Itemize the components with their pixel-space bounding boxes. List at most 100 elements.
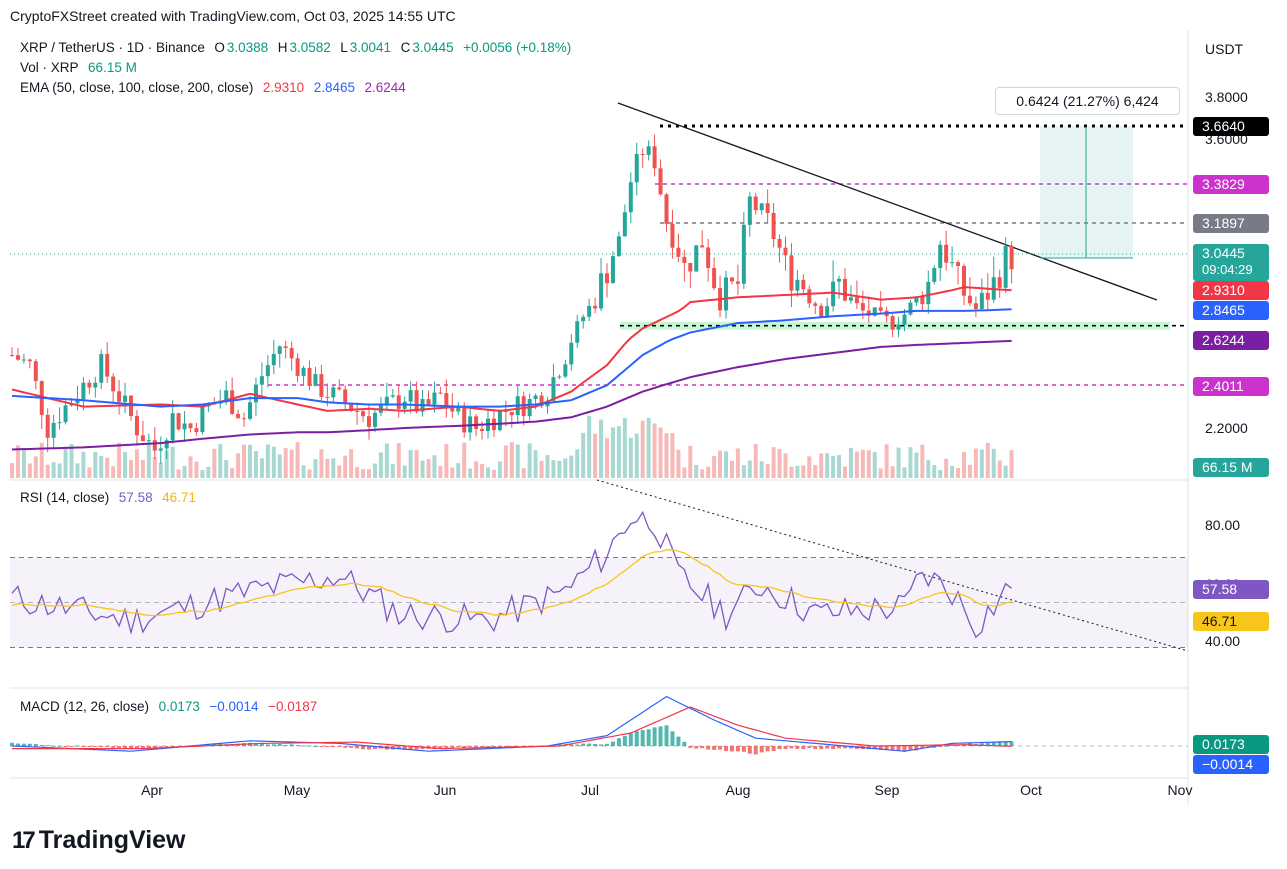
candle-body xyxy=(271,353,276,366)
volume-bar xyxy=(277,454,282,478)
volume-bar xyxy=(807,456,812,478)
macd-hist-bar xyxy=(979,743,984,746)
candle-body xyxy=(497,410,502,431)
rsi-label[interactable]: RSI (14, close) xyxy=(20,490,110,505)
ema-line xyxy=(11,339,1012,451)
volume-bar xyxy=(206,466,211,478)
candle-body xyxy=(164,440,169,449)
macd-hist-bar xyxy=(664,725,669,746)
volume-label[interactable]: Vol · XRP xyxy=(20,60,79,75)
candle-body xyxy=(1003,245,1008,288)
volume-bar xyxy=(551,460,556,478)
low-value: 3.0041 xyxy=(349,40,392,55)
candle-body xyxy=(676,247,681,257)
volume-bar xyxy=(176,469,181,478)
volume-bar xyxy=(575,449,580,478)
volume-bar xyxy=(926,460,931,478)
volume-bar xyxy=(450,467,455,478)
volume-bar xyxy=(331,458,336,478)
tradingview-mark-icon: 17 xyxy=(12,826,36,854)
candle-body xyxy=(777,238,782,248)
rsi-tag: 57.58 xyxy=(1193,580,1269,599)
tradingview-logo[interactable]: 17 TradingView xyxy=(12,826,186,855)
ema-label[interactable]: EMA (50, close, 100, close, 200, close) xyxy=(20,80,254,95)
macd-hist-bar xyxy=(361,746,366,750)
candle-body xyxy=(75,399,80,404)
volume-bar xyxy=(93,451,98,478)
volume-bar xyxy=(509,442,514,478)
candle-body xyxy=(795,279,800,291)
volume-bar xyxy=(414,450,419,478)
volume-bar xyxy=(51,462,56,478)
close-label: C xyxy=(400,40,411,55)
volume-bar xyxy=(1003,465,1008,478)
volume-bar xyxy=(188,456,193,478)
volume-bar xyxy=(634,433,639,478)
volume-bar xyxy=(920,444,925,478)
volume-bar xyxy=(640,420,645,478)
volume-bar xyxy=(349,449,354,478)
macd-hist-bar xyxy=(486,746,490,748)
symbol-name[interactable]: XRP / TetherUS · 1D · Binance xyxy=(20,40,205,55)
macd-hist-bar xyxy=(253,743,258,746)
macd-hist-bar xyxy=(944,745,949,747)
candle-body xyxy=(134,415,139,436)
month-label: Apr xyxy=(141,782,163,798)
candle-body xyxy=(480,428,485,432)
macd-hist-bar xyxy=(158,746,163,747)
macd-hist-bar xyxy=(569,744,574,746)
volume-bar xyxy=(307,469,312,478)
volume-bar xyxy=(390,464,395,478)
macd-hist-bar xyxy=(694,746,699,749)
candle-body xyxy=(390,395,395,397)
volume-bar xyxy=(593,433,598,478)
candle-body xyxy=(331,387,336,398)
last-price-value: 3.0445 xyxy=(1202,245,1245,261)
volume-bar xyxy=(848,447,853,478)
rsi-ma-value: 46.71 xyxy=(162,490,196,505)
volume-bar xyxy=(938,469,943,478)
macd-hist-bar xyxy=(408,746,413,750)
candle-body xyxy=(295,358,300,376)
macd-hist-bar xyxy=(896,746,901,751)
candle-body xyxy=(57,422,62,424)
macd-hist-bar xyxy=(605,743,609,746)
low-label: L xyxy=(340,40,348,55)
macd-hist-bar xyxy=(991,742,996,746)
candle-body xyxy=(712,267,717,289)
volume-bar xyxy=(825,453,830,478)
candle-body xyxy=(831,281,836,307)
macd-hist-bar xyxy=(140,746,145,748)
macd-label[interactable]: MACD (12, 26, close) xyxy=(20,699,150,714)
rsi-legend: RSI (14, close) 57.58 46.71 xyxy=(20,490,198,505)
volume-bar xyxy=(438,466,443,478)
macd-hist-bar xyxy=(367,746,371,750)
candle-body xyxy=(878,307,883,311)
macd-hist-bar xyxy=(325,746,330,748)
candle-body xyxy=(724,277,728,311)
candle-body xyxy=(21,359,26,361)
candle-body xyxy=(414,390,419,412)
candle-body xyxy=(706,247,711,268)
ema-line xyxy=(11,308,1012,408)
volume-bar xyxy=(111,466,116,478)
volume-bar xyxy=(343,455,348,478)
candle-body xyxy=(230,390,235,414)
volume-bar xyxy=(218,443,223,478)
candle-body xyxy=(509,411,514,416)
candle-body xyxy=(15,355,20,360)
volume-bar xyxy=(741,465,746,478)
candle-body xyxy=(896,324,901,330)
macd-hist-bar xyxy=(777,746,782,750)
volume-bar xyxy=(860,449,865,478)
volume-bar xyxy=(81,451,86,478)
macd-hist-bar xyxy=(771,746,776,752)
candle-body xyxy=(670,223,675,248)
volume-bar xyxy=(152,456,157,478)
volume-bar xyxy=(432,455,437,478)
volume-bar xyxy=(670,433,675,478)
currency-label[interactable]: USDT xyxy=(1205,41,1244,57)
candle-body xyxy=(372,412,377,427)
volume-bar xyxy=(265,444,270,478)
